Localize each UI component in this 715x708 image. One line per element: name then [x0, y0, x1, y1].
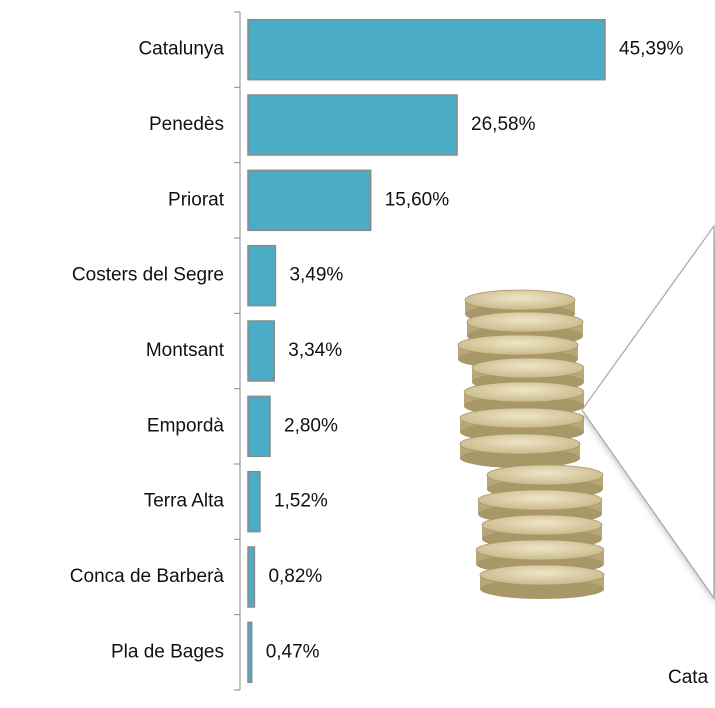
annotation: Cata: [668, 667, 709, 688]
coin: [477, 489, 603, 511]
value-label: 45,39%: [619, 39, 684, 60]
value-label: 0,47%: [266, 641, 320, 662]
category-label: Terra Alta: [144, 491, 225, 512]
bar: [247, 244, 277, 307]
bar: [247, 94, 458, 156]
value-label: 3,49%: [289, 265, 343, 286]
coin: [463, 381, 585, 403]
coin: [475, 539, 605, 561]
coin: [459, 407, 585, 429]
coin-stack: [457, 289, 605, 599]
bar: [247, 546, 256, 608]
bar: [247, 621, 253, 684]
value-label: 3,34%: [288, 340, 342, 361]
bar: [247, 18, 606, 81]
coin: [457, 334, 579, 356]
callout: [581, 224, 715, 600]
value-label: 15,60%: [385, 189, 450, 210]
category-label: Penedès: [149, 114, 224, 135]
bar: [247, 320, 276, 382]
value-label: 0,82%: [268, 566, 322, 587]
bar: [247, 169, 372, 232]
category-label: Catalunya: [138, 39, 224, 60]
category-label: Montsant: [146, 340, 225, 361]
category-label: Empordà: [147, 415, 225, 436]
coin: [486, 464, 604, 486]
coin: [459, 433, 581, 455]
bar: [247, 470, 261, 533]
category-label: Pla de Bages: [111, 641, 224, 662]
value-label: 26,58%: [471, 114, 536, 135]
coin: [471, 357, 585, 379]
coin: [466, 311, 584, 333]
category-label: Conca de Barberà: [70, 566, 225, 587]
coin: [464, 289, 576, 311]
coin: [481, 514, 603, 536]
value-label: 1,52%: [274, 491, 328, 512]
category-label: Priorat: [168, 189, 225, 210]
coin: [479, 564, 605, 586]
value-label: 2,80%: [284, 415, 338, 436]
category-label: Costers del Segre: [72, 265, 224, 286]
bar: [247, 395, 271, 458]
